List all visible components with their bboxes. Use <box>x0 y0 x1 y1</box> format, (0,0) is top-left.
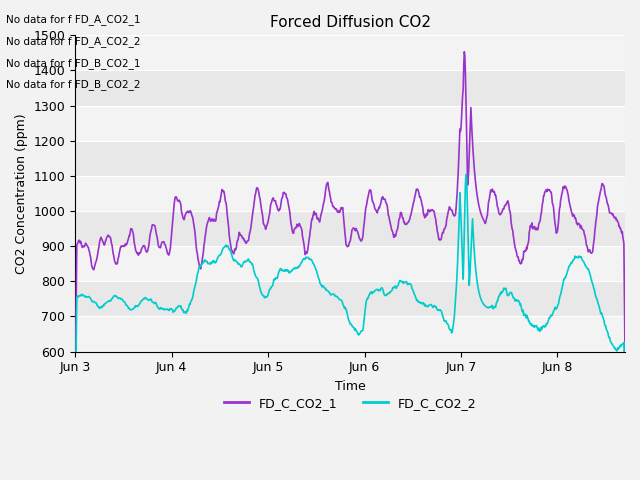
FD_C_CO2_1 <box>294 224 301 229</box>
FD_C_CO2_1 <box>511 240 518 246</box>
Line: FD_C_CO2_1: FD_C_CO2_1 <box>75 52 625 406</box>
Bar <box>75 36 625 71</box>
Title: Forced Diffusion CO2: Forced Diffusion CO2 <box>269 15 431 30</box>
Text: No data for f FD_A_CO2_2: No data for f FD_A_CO2_2 <box>6 36 141 47</box>
FD_C_CO2_1 <box>460 49 468 55</box>
FD_C_CO2_2 <box>462 171 470 177</box>
FD_C_CO2_2 <box>621 412 629 418</box>
FD_C_CO2_1 <box>449 210 456 216</box>
FD_C_CO2_1 <box>314 216 321 222</box>
Text: No data for f FD_A_CO2_1: No data for f FD_A_CO2_1 <box>6 14 141 25</box>
FD_C_CO2_2 <box>71 427 79 433</box>
FD_C_CO2_2 <box>449 326 456 332</box>
FD_C_CO2_2 <box>314 271 321 277</box>
Bar <box>75 316 625 351</box>
Y-axis label: CO2 Concentration (ppm): CO2 Concentration (ppm) <box>15 113 28 274</box>
Line: FD_C_CO2_2: FD_C_CO2_2 <box>75 174 625 430</box>
FD_C_CO2_1 <box>71 403 79 408</box>
FD_C_CO2_2 <box>500 286 508 292</box>
FD_C_CO2_1 <box>500 203 508 209</box>
FD_C_CO2_2 <box>511 295 518 301</box>
Legend: FD_C_CO2_1, FD_C_CO2_2: FD_C_CO2_1, FD_C_CO2_2 <box>219 392 481 415</box>
Bar <box>75 176 625 211</box>
FD_C_CO2_2 <box>127 307 135 312</box>
Bar <box>75 106 625 141</box>
Text: No data for f FD_B_CO2_1: No data for f FD_B_CO2_1 <box>6 58 141 69</box>
Text: No data for f FD_B_CO2_2: No data for f FD_B_CO2_2 <box>6 79 141 90</box>
X-axis label: Time: Time <box>335 380 365 393</box>
Bar <box>75 246 625 281</box>
FD_C_CO2_1 <box>621 350 629 356</box>
FD_C_CO2_1 <box>127 226 135 232</box>
FD_C_CO2_2 <box>294 265 301 271</box>
